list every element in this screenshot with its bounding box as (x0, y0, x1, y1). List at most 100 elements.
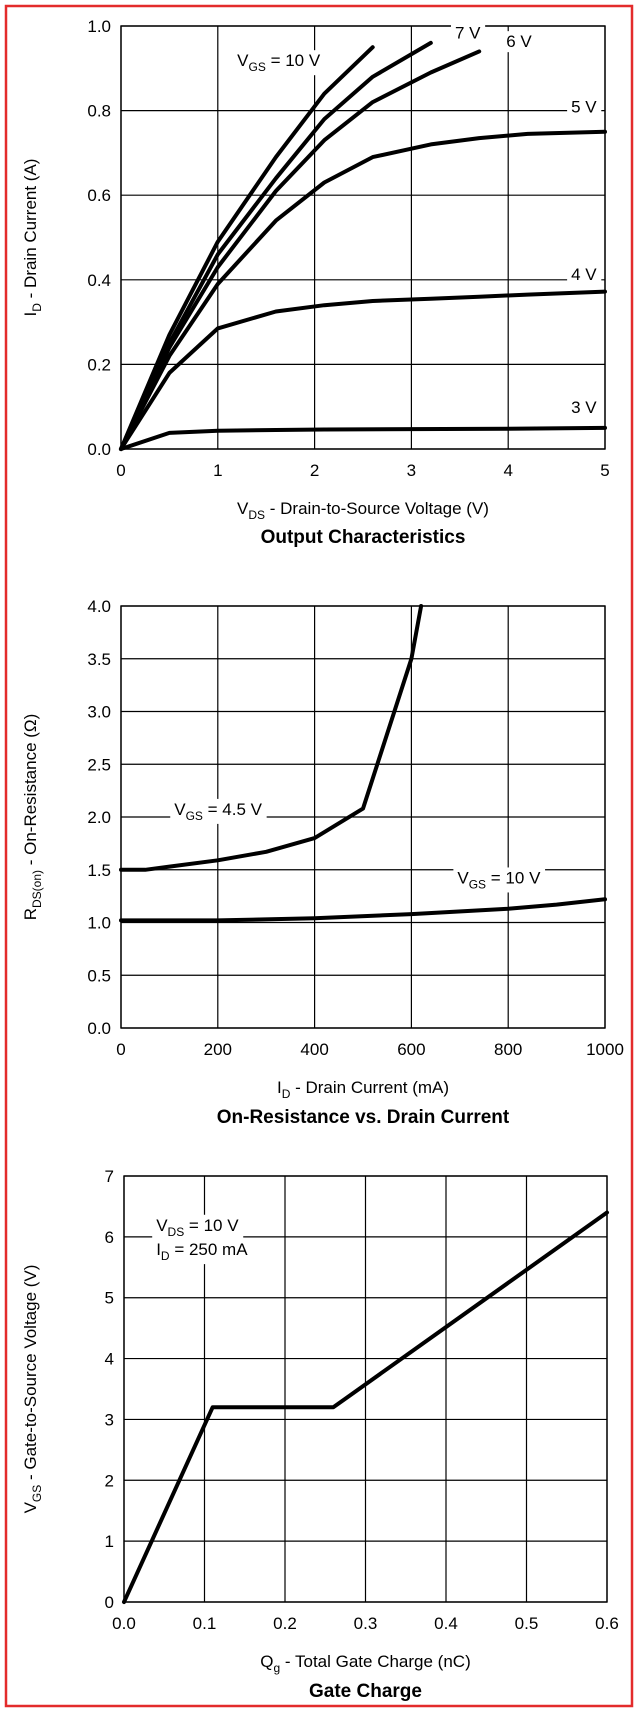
on-resistance-y-tick-label: 1.5 (87, 861, 111, 880)
on-resistance-annotation-bg-1 (453, 867, 546, 893)
output-characteristics-series-1-line (119, 40, 433, 451)
output-characteristics-annotation-4-main: 4 V (571, 265, 597, 284)
gate-charge-y-tick-label: 7 (105, 1167, 114, 1186)
gate-charge-plot-area (123, 1175, 608, 1603)
on-resistance-annotation-0-rest: = 4.5 V (203, 800, 263, 819)
output-characteristics-x-tick-label: 4 (503, 461, 512, 480)
gate-charge-y-axis-label-sub: GS (30, 1485, 44, 1502)
gate-charge-y-tick-label: 2 (105, 1471, 114, 1490)
output-characteristics-x-axis-label: VDS - Drain-to-Source Voltage (V) (237, 499, 489, 522)
gate-charge-y-tick-label: 6 (105, 1228, 114, 1247)
output-characteristics-title: Output Characteristics (261, 527, 466, 548)
on-resistance-x-axis-label-rest: - Drain Current (mA) (290, 1078, 449, 1097)
figure-border (4, 4, 634, 1708)
output-characteristics-annotation-bg-4 (567, 263, 602, 285)
output-characteristics-y-axis-label: ID - Drain Current (A) (21, 159, 44, 317)
on-resistance-x-tick-label: 0 (116, 1040, 125, 1059)
gate-charge-annotation-1: ID = 250 mA (156, 1240, 248, 1263)
gate-charge-y-tick-label: 4 (105, 1350, 114, 1369)
output-characteristics-annotation-5: 3 V (571, 398, 597, 417)
on-resistance-y-axis-label-rest: - On-Resistance (Ω) (21, 714, 40, 870)
on-resistance-y-tick-label: 1.0 (87, 914, 111, 933)
output-characteristics-annotation-2: 6 V (506, 32, 532, 51)
on-resistance-y-tick-label: 2.5 (87, 755, 111, 774)
gate-charge-x-tick-label: 0.4 (434, 1614, 458, 1633)
output-characteristics-annotation-5-main: 3 V (571, 398, 597, 417)
gate-charge-x-tick-label: 0.1 (193, 1614, 217, 1633)
on-resistance-x-axis-label: ID - Drain Current (mA) (277, 1078, 449, 1101)
gate-charge-annotation-0-main: V (156, 1216, 168, 1235)
gate-charge-y-axis-label-rest: - Gate-to-Source Voltage (V) (21, 1265, 40, 1485)
on-resistance-x-tick-label: 600 (397, 1040, 425, 1059)
output-characteristics-annotation-bg-3 (567, 96, 602, 118)
output-characteristics-annotation-bg-5 (567, 397, 602, 419)
on-resistance-series-0-line (119, 604, 424, 872)
gate-charge-y-tick-label: 3 (105, 1410, 114, 1429)
output-characteristics-annotation-bg-1 (450, 22, 486, 44)
output-characteristics-x-tick-label: 0 (116, 461, 125, 480)
gate-charge-series-0-line (122, 1210, 609, 1604)
output-characteristics-y-tick-label: 1.0 (87, 17, 111, 36)
gate-charge-y-axis-label: VGS - Gate-to-Source Voltage (V) (21, 1265, 44, 1514)
output-characteristics-series-0-line (119, 45, 375, 451)
output-characteristics-series-3-line (119, 129, 607, 451)
output-characteristics-annotation-1: 7 V (455, 24, 481, 43)
on-resistance-annotation-1-main: V (457, 868, 469, 887)
gate-charge-y-tick-label: 5 (105, 1289, 114, 1308)
on-resistance-x-tick-label: 400 (300, 1040, 328, 1059)
output-characteristics-series-4-line (119, 289, 607, 451)
output-characteristics-y-tick-label: 0.8 (87, 102, 111, 121)
output-characteristics-y-axis-label-rest: - Drain Current (A) (21, 159, 40, 304)
output-characteristics-annotation-3: 5 V (571, 98, 597, 117)
gate-charge-x-axis-label-main: Q (260, 1652, 273, 1671)
output-characteristics-x-tick-label: 3 (407, 461, 416, 480)
on-resistance-y-tick-label: 0.5 (87, 966, 111, 985)
output-characteristics-x-tick-label: 2 (310, 461, 319, 480)
on-resistance-y-axis-label-main: R (21, 908, 40, 920)
output-characteristics-annotation-3-main: 5 V (571, 98, 597, 117)
on-resistance-annotation-1: VGS = 10 V (457, 868, 541, 891)
output-characteristics-series-2-line (119, 49, 482, 451)
output-characteristics-annotation-bg-2 (502, 31, 537, 53)
output-characteristics-y-tick-label: 0.6 (87, 186, 111, 205)
gate-charge-x-tick-label: 0.5 (515, 1614, 539, 1633)
output-characteristics-annotation-0-sub: GS (249, 60, 266, 74)
output-characteristics-x-axis-label-sub: DS (248, 508, 265, 522)
output-characteristics-series-5-line (119, 425, 607, 451)
on-resistance-y-axis-label-sub: DS(on) (30, 870, 44, 908)
on-resistance-x-tick-label: 800 (494, 1040, 522, 1059)
gate-charge-annotation-1-sub: D (161, 1249, 170, 1263)
on-resistance-title: On-Resistance vs. Drain Current (217, 1107, 510, 1128)
output-characteristics-y-tick-label: 0.0 (87, 440, 111, 459)
output-characteristics-x-tick-label: 5 (600, 461, 609, 480)
output-characteristics-x-axis-label-rest: - Drain-to-Source Voltage (V) (265, 499, 489, 518)
on-resistance-y-tick-label: 4.0 (87, 597, 111, 616)
on-resistance-plot-area (120, 605, 606, 1029)
gate-charge-title: Gate Charge (309, 1681, 422, 1702)
on-resistance-annotation-bg-0 (170, 798, 267, 824)
gate-charge-annotation-1-main: I (156, 1240, 161, 1259)
on-resistance-x-axis-label-sub: D (282, 1087, 291, 1101)
gate-charge-x-tick-label: 0.0 (112, 1614, 136, 1633)
gate-charge-x-tick-label: 0.3 (354, 1614, 378, 1633)
on-resistance-annotation-0-sub: GS (186, 809, 203, 823)
on-resistance-x-tick-label: 1000 (586, 1040, 624, 1059)
on-resistance-y-axis-label: RDS(on) - On-Resistance (Ω) (21, 714, 44, 921)
output-characteristics-y-axis-label-main: I (21, 312, 40, 317)
on-resistance-annotation-1-sub: GS (469, 877, 486, 891)
output-characteristics-annotation-0-main: V (237, 51, 249, 70)
output-characteristics-annotation-4: 4 V (571, 265, 597, 284)
on-resistance-annotation-0: VGS = 4.5 V (174, 800, 262, 823)
on-resistance-series-1-line (119, 897, 607, 923)
gate-charge-annotation-0-sub: DS (168, 1225, 185, 1239)
output-characteristics-annotation-2-main: 6 V (506, 32, 532, 51)
gate-charge-y-tick-label: 0 (105, 1593, 114, 1612)
output-characteristics-y-tick-label: 0.2 (87, 355, 111, 374)
on-resistance-annotation-1-rest: = 10 V (486, 868, 541, 887)
gate-charge-annotation-0: VDS = 10 V (156, 1216, 239, 1239)
on-resistance-y-tick-label: 3.5 (87, 650, 111, 669)
